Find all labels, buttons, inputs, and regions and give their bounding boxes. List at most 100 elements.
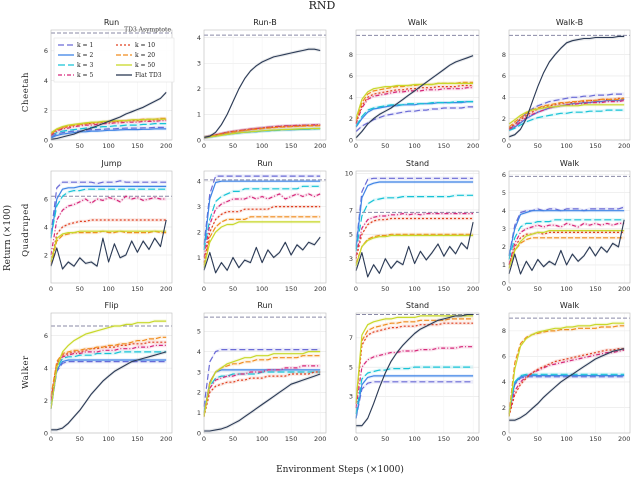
series-line-k-1 [355, 177, 474, 247]
plot-frame [508, 29, 631, 141]
y-axis-label: Return (×100) [2, 205, 13, 271]
series-line-k-3 [508, 373, 625, 413]
plot-area [204, 313, 326, 433]
series-line-k-1 [203, 349, 321, 407]
y-tick-label: 3 [197, 368, 201, 376]
y-tick-label: 4 [44, 77, 48, 85]
series-line-k-20 [203, 125, 321, 138]
legend-label: k = 10 [135, 42, 155, 49]
y-tick-label: 4 [349, 94, 353, 102]
x-tick-label: 50 [381, 285, 389, 293]
y-tick-label: 8 [502, 51, 506, 59]
series-line-k-3 [50, 351, 167, 404]
y-tick-label: 0 [349, 136, 353, 144]
y-tick-label: 0 [502, 136, 506, 144]
series-band [509, 348, 625, 417]
panel-cheetah-walk-b: 0 2 4 6 8 0 50 100 150 200 Walk-B [502, 18, 631, 150]
x-tick-label: 0 [354, 142, 358, 150]
x-tick-label: 0 [49, 142, 53, 150]
y-tick-label: 2 [502, 404, 506, 412]
plot-frame [50, 312, 173, 434]
y-tick-label: 3 [197, 60, 201, 68]
y-tick-label: 3 [349, 255, 353, 263]
y-tick-label: 2 [502, 115, 506, 123]
plot-area [509, 313, 630, 433]
series-line-k-10 [203, 206, 321, 263]
series-line-k-2 [508, 210, 625, 257]
x-tick-label: 150 [589, 435, 601, 443]
x-tick-label: 150 [589, 142, 601, 150]
legend-label: k = 5 [77, 72, 93, 79]
series-line-k-10 [508, 231, 625, 266]
series-line-k-2 [355, 181, 474, 249]
panel-cheetah-run-b: 0 1 2 3 4 0 50 100 150 200 Run-B [197, 18, 327, 150]
series-line-k-2 [203, 369, 321, 413]
series-line-k-3 [355, 366, 474, 415]
y-tick-label: 0 [44, 136, 48, 144]
series-line-flat-td3 [50, 92, 167, 140]
series-band [51, 117, 167, 136]
series-line-k-10 [355, 84, 474, 124]
x-tick-label: 200 [618, 435, 630, 443]
y-tick-label: 2 [197, 85, 201, 93]
series-line-flat-td3 [509, 348, 625, 421]
x-tick-label: 150 [131, 435, 143, 443]
y-tick-label: 2 [349, 115, 353, 123]
x-tick-label: 50 [534, 435, 542, 443]
x-tick-label: 100 [256, 142, 268, 150]
y-tick-label: 0 [44, 429, 48, 437]
series-line-flat-td3 [355, 55, 474, 139]
x-tick-label: 0 [49, 435, 53, 443]
plot-frame [203, 29, 327, 141]
series-band [51, 90, 167, 141]
series-band [204, 364, 321, 417]
x-tick-label: 150 [285, 285, 297, 293]
series-line-k-50 [355, 234, 474, 267]
x-axis-label: Environment Steps (×1000) [276, 464, 404, 475]
plot-frame [50, 29, 173, 141]
panel-title: Flip [104, 301, 118, 310]
series-line-k-3 [355, 100, 474, 127]
series-line-k-3 [508, 219, 625, 260]
x-tick-label: 200 [160, 142, 172, 150]
y-tick-label: 2 [197, 228, 201, 236]
series-line-k-10 [50, 219, 167, 263]
x-tick-label: 150 [589, 285, 601, 293]
series-band [509, 96, 625, 130]
plot-frame [355, 170, 480, 284]
x-tick-label: 0 [354, 285, 358, 293]
series-line-k-10 [50, 341, 167, 398]
series-band [51, 350, 167, 432]
y-tick-label: 2 [197, 389, 201, 397]
y-tick-label: 4 [197, 34, 201, 42]
series-band [509, 372, 625, 415]
x-tick-label: 150 [131, 285, 143, 293]
series-line-k-20 [203, 216, 321, 266]
y-tick-label: 1 [197, 254, 201, 262]
plot-area [509, 30, 630, 140]
legend-label: Flat TD3 [135, 72, 162, 79]
plot-frame [355, 312, 480, 434]
plot-frame [508, 170, 631, 284]
series-line-k-1 [50, 180, 167, 235]
series-band [51, 127, 167, 140]
series-line-k-5 [508, 222, 625, 266]
x-tick-label: 150 [438, 435, 450, 443]
x-tick-label: 50 [229, 285, 237, 293]
x-tick-label: 200 [314, 435, 326, 443]
series-line-flat-td3 [204, 373, 321, 432]
x-tick-label: 100 [256, 285, 268, 293]
legend-label: k = 20 [135, 52, 155, 59]
series-line-k-5 [355, 346, 474, 409]
series-line-k-2 [203, 180, 321, 250]
series-line-k-20 [50, 336, 167, 396]
x-tick-label: 200 [467, 285, 479, 293]
series-band [51, 116, 167, 136]
panel-walker-walk: 0 2 4 6 8 0 50 100 150 200 Walk [502, 301, 631, 443]
series-band [51, 359, 167, 411]
x-tick-label: 100 [560, 435, 572, 443]
series-line-k-50 [508, 230, 625, 269]
